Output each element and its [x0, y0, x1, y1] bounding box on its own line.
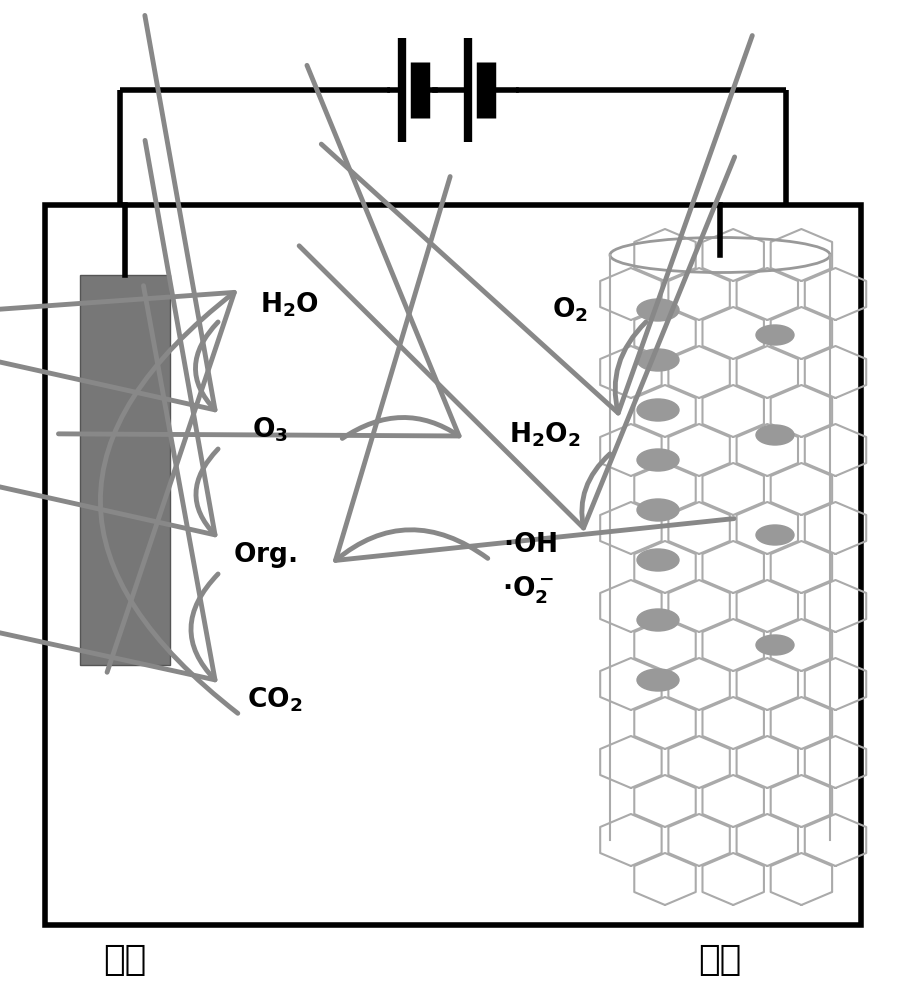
Bar	[80, 275, 170, 665]
Text: $\mathbf{O_2}$: $\mathbf{O_2}$	[552, 296, 588, 324]
Ellipse shape	[637, 669, 679, 691]
Ellipse shape	[756, 425, 794, 445]
FancyArrowPatch shape	[0, 15, 218, 410]
Ellipse shape	[637, 399, 679, 421]
FancyArrowPatch shape	[0, 286, 218, 680]
Text: 阳极: 阳极	[103, 943, 147, 977]
Ellipse shape	[637, 499, 679, 521]
Text: 阴极: 阴极	[699, 943, 742, 977]
Text: $\mathbf{Org.}$: $\mathbf{Org.}$	[233, 540, 297, 570]
Text: $\mathbf{O_3}$: $\mathbf{O_3}$	[252, 416, 288, 444]
Ellipse shape	[756, 635, 794, 655]
FancyArrowPatch shape	[335, 177, 734, 560]
Ellipse shape	[637, 349, 679, 371]
Ellipse shape	[637, 609, 679, 631]
FancyArrowPatch shape	[0, 140, 218, 535]
FancyArrowPatch shape	[299, 157, 735, 528]
Text: $\mathbf{H_2O_2}$: $\mathbf{H_2O_2}$	[509, 421, 581, 449]
Ellipse shape	[637, 549, 679, 571]
FancyArrowPatch shape	[0, 292, 237, 713]
Ellipse shape	[637, 449, 679, 471]
Text: $\mathbf{\cdot OH}$: $\mathbf{\cdot OH}$	[503, 532, 557, 558]
Text: $\mathbf{CO_2}$: $\mathbf{CO_2}$	[247, 686, 303, 714]
FancyArrowPatch shape	[322, 36, 752, 413]
Bar	[45, 205, 861, 925]
Ellipse shape	[637, 299, 679, 321]
Text: $\mathbf{H_2O}$: $\mathbf{H_2O}$	[260, 291, 320, 319]
Text: $\mathbf{\cdot O_2^-}$: $\mathbf{\cdot O_2^-}$	[502, 574, 554, 606]
FancyArrowPatch shape	[59, 65, 459, 438]
Ellipse shape	[756, 325, 794, 345]
Ellipse shape	[756, 525, 794, 545]
